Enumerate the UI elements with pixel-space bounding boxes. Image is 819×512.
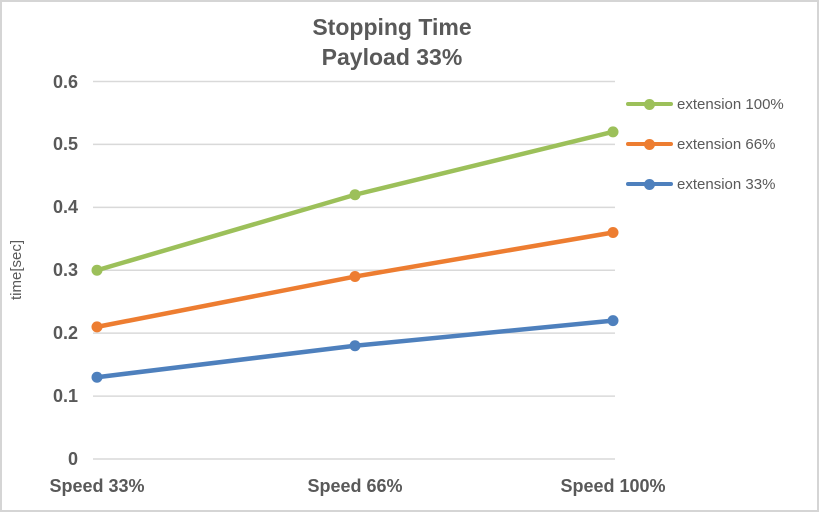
data-point-extension-100-speed-33: [91, 264, 103, 276]
legend-item-extension-33: extension 33%: [626, 168, 775, 200]
chart-title: Stopping Time Payload 33%: [2, 12, 782, 72]
y-tick-label-0.2: 0.2: [52, 323, 78, 344]
legend-line-marker-icon: [626, 178, 673, 190]
legend-line-marker-icon: [626, 138, 673, 150]
legend-item-extension-100: extension 100%: [626, 88, 784, 120]
data-point-extension-66-speed-33: [91, 321, 103, 333]
data-point-extension-33-speed-33: [91, 371, 103, 383]
data-point-extension-66-speed-100: [607, 227, 619, 238]
data-point-extension-66-speed-66: [349, 271, 361, 283]
y-tick-label-0.3: 0.3: [52, 260, 78, 281]
legend-line-marker-icon: [626, 98, 673, 110]
y-tick-label-0.5: 0.5: [52, 134, 78, 155]
chart-title-line2: Payload 33%: [321, 44, 463, 70]
legend-label: extension 33%: [677, 175, 776, 193]
series-line-extension-100: [94, 129, 616, 273]
legend-label: extension 100%: [677, 95, 784, 113]
x-category-label-speed-66: Speed 66%: [307, 476, 403, 496]
legend-item-extension-66: extension 66%: [626, 128, 775, 160]
y-tick-label-0.4: 0.4: [52, 197, 78, 218]
y-tick-label-0.6: 0.6: [52, 71, 78, 92]
legend-label: extension 66%: [677, 135, 776, 153]
x-category-label-speed-33: Speed 33%: [49, 476, 145, 496]
chart-title-line1: Stopping Time: [312, 14, 472, 40]
data-point-extension-33-speed-66: [349, 340, 361, 352]
y-tick-label-0: 0: [67, 449, 78, 469]
x-category-label-speed-100: Speed 100%: [560, 476, 666, 496]
y-tick-label-0.1: 0.1: [52, 386, 78, 407]
data-point-extension-100-speed-66: [349, 189, 361, 201]
data-point-extension-33-speed-100: [607, 315, 619, 327]
data-point-extension-100-speed-100: [607, 126, 619, 138]
